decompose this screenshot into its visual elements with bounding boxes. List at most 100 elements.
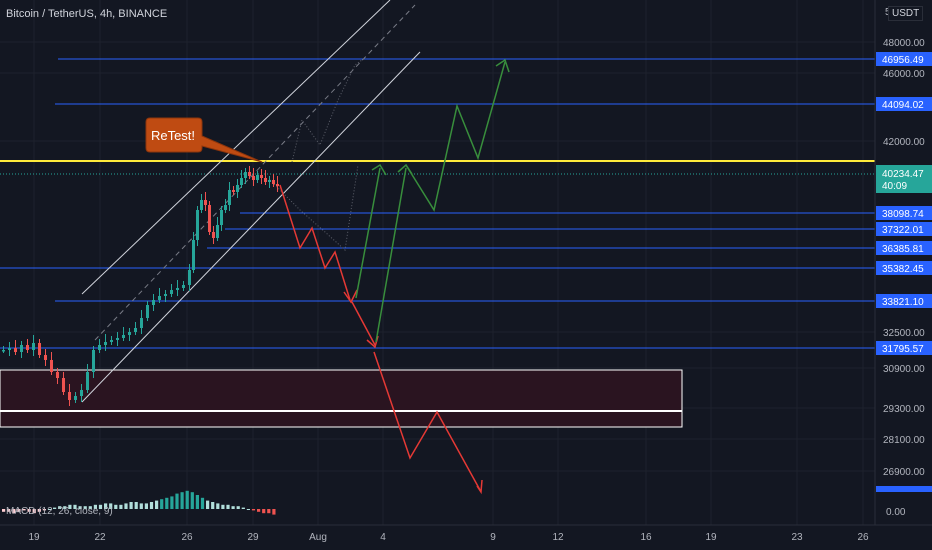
candle xyxy=(74,392,77,403)
macd-bar xyxy=(149,502,154,509)
candle xyxy=(128,328,131,341)
bear-arrow-leg-2[interactable] xyxy=(351,301,376,346)
macd-histogram[interactable] xyxy=(2,490,276,515)
macd-bar xyxy=(155,500,159,509)
macd-label: MACD (12, 26, close, 9) xyxy=(6,506,113,517)
currency-label[interactable]: USDT xyxy=(888,6,924,21)
horizontal-levels[interactable] xyxy=(0,58,875,349)
candle xyxy=(134,322,137,335)
bullish-projection[interactable] xyxy=(355,58,510,343)
candle xyxy=(26,339,29,353)
candle xyxy=(14,340,17,355)
macd-bar xyxy=(262,509,266,514)
macd-bar xyxy=(251,509,256,511)
macd-bar xyxy=(211,502,215,509)
candle xyxy=(240,170,243,188)
macd-bar xyxy=(37,509,41,512)
candle xyxy=(260,169,263,184)
bull-arrow-leg-3[interactable] xyxy=(405,61,506,212)
macd-bar xyxy=(221,504,225,509)
macd-bar xyxy=(170,496,174,509)
candle xyxy=(192,232,195,273)
macd-bar xyxy=(272,509,276,515)
retest-callout[interactable]: ReTest! xyxy=(145,117,263,163)
time-tick-22: 22 xyxy=(94,532,106,543)
symbol-title[interactable]: Bitcoin / TetherUS, 4h, BINANCE xyxy=(6,8,168,20)
price-tick-26900: 26900.00 xyxy=(883,467,925,478)
macd-bar xyxy=(216,503,220,509)
candle xyxy=(256,171,259,183)
candle xyxy=(252,168,255,186)
macd-bar xyxy=(22,509,26,511)
candle xyxy=(272,174,275,187)
macd-bar xyxy=(7,509,11,512)
candle xyxy=(236,179,239,198)
macd-bar xyxy=(58,506,62,509)
macd-bar xyxy=(114,504,118,509)
candle xyxy=(104,334,107,351)
price-tick-42000: 42000.00 xyxy=(883,137,925,148)
candle xyxy=(98,339,101,353)
level-tag-38098: 38098.74 xyxy=(882,209,924,220)
time-tick-16: 16 xyxy=(640,532,652,543)
candle xyxy=(50,352,53,375)
demand-zone-lower[interactable] xyxy=(0,410,683,428)
macd-bar xyxy=(139,503,143,509)
demand-zone-upper[interactable] xyxy=(0,369,683,412)
level-price-tags[interactable]: 46956.49 44094.02 38098.74 37322.01 3638… xyxy=(876,52,932,492)
macd-bar xyxy=(175,493,179,509)
macd-bar xyxy=(226,504,230,509)
channel-upper-line[interactable] xyxy=(81,0,391,295)
candle xyxy=(152,294,155,311)
bear-arrow-leg-1[interactable] xyxy=(279,184,351,301)
macd-bar xyxy=(124,503,128,509)
bar-countdown: 40:09 xyxy=(882,181,907,192)
bull-arrow-leg-2[interactable] xyxy=(375,167,407,343)
candle xyxy=(32,335,35,356)
candle xyxy=(146,301,149,321)
channel-lower-line[interactable] xyxy=(81,51,421,403)
macd-bar xyxy=(53,507,57,509)
level-tag-33821: 33821.10 xyxy=(882,297,924,308)
macd-bar xyxy=(200,497,205,509)
time-tick-23: 23 xyxy=(791,532,803,543)
projection-dotted-paths xyxy=(269,59,363,251)
candlestick-series[interactable] xyxy=(2,166,279,406)
current-price-tag[interactable]: 40234.47 40:09 xyxy=(876,165,932,193)
candle xyxy=(264,170,267,185)
macd-bar xyxy=(32,509,36,514)
candle xyxy=(86,364,89,393)
macd-bar xyxy=(17,509,21,512)
candle xyxy=(2,346,5,353)
current-price-value: 40234.47 xyxy=(882,169,924,180)
candle xyxy=(196,206,199,246)
level-tag-35382: 35382.45 xyxy=(882,264,924,275)
bull-arrow-leg-1[interactable] xyxy=(355,167,381,299)
channel-midline[interactable] xyxy=(94,4,416,341)
candle xyxy=(248,166,251,179)
time-axis-panel[interactable] xyxy=(0,525,932,550)
candle xyxy=(122,327,125,341)
level-tag-44094: 44094.02 xyxy=(882,100,924,111)
candle xyxy=(228,182,231,211)
macd-bar xyxy=(180,492,184,509)
bear-arrow-leg-3[interactable] xyxy=(373,351,481,491)
ascending-channel[interactable] xyxy=(81,0,421,403)
bearish-projection[interactable] xyxy=(279,184,483,495)
candle xyxy=(208,201,211,235)
time-axis-ticks: 19 22 26 29 Aug 4 9 12 16 19 23 26 xyxy=(28,532,869,543)
level-tag-lower-edge xyxy=(876,486,932,492)
price-tick-30900: 30900.00 xyxy=(883,364,925,375)
macd-bar xyxy=(236,506,240,509)
candle xyxy=(182,281,185,291)
macd-bar xyxy=(47,509,52,510)
macd-bar xyxy=(109,503,113,509)
macd-bar xyxy=(68,504,72,509)
candle xyxy=(164,290,167,302)
macd-bar xyxy=(195,495,199,509)
candle xyxy=(110,336,113,345)
candle xyxy=(158,288,161,303)
candle xyxy=(116,332,119,346)
time-tick-aug: Aug xyxy=(309,532,327,543)
